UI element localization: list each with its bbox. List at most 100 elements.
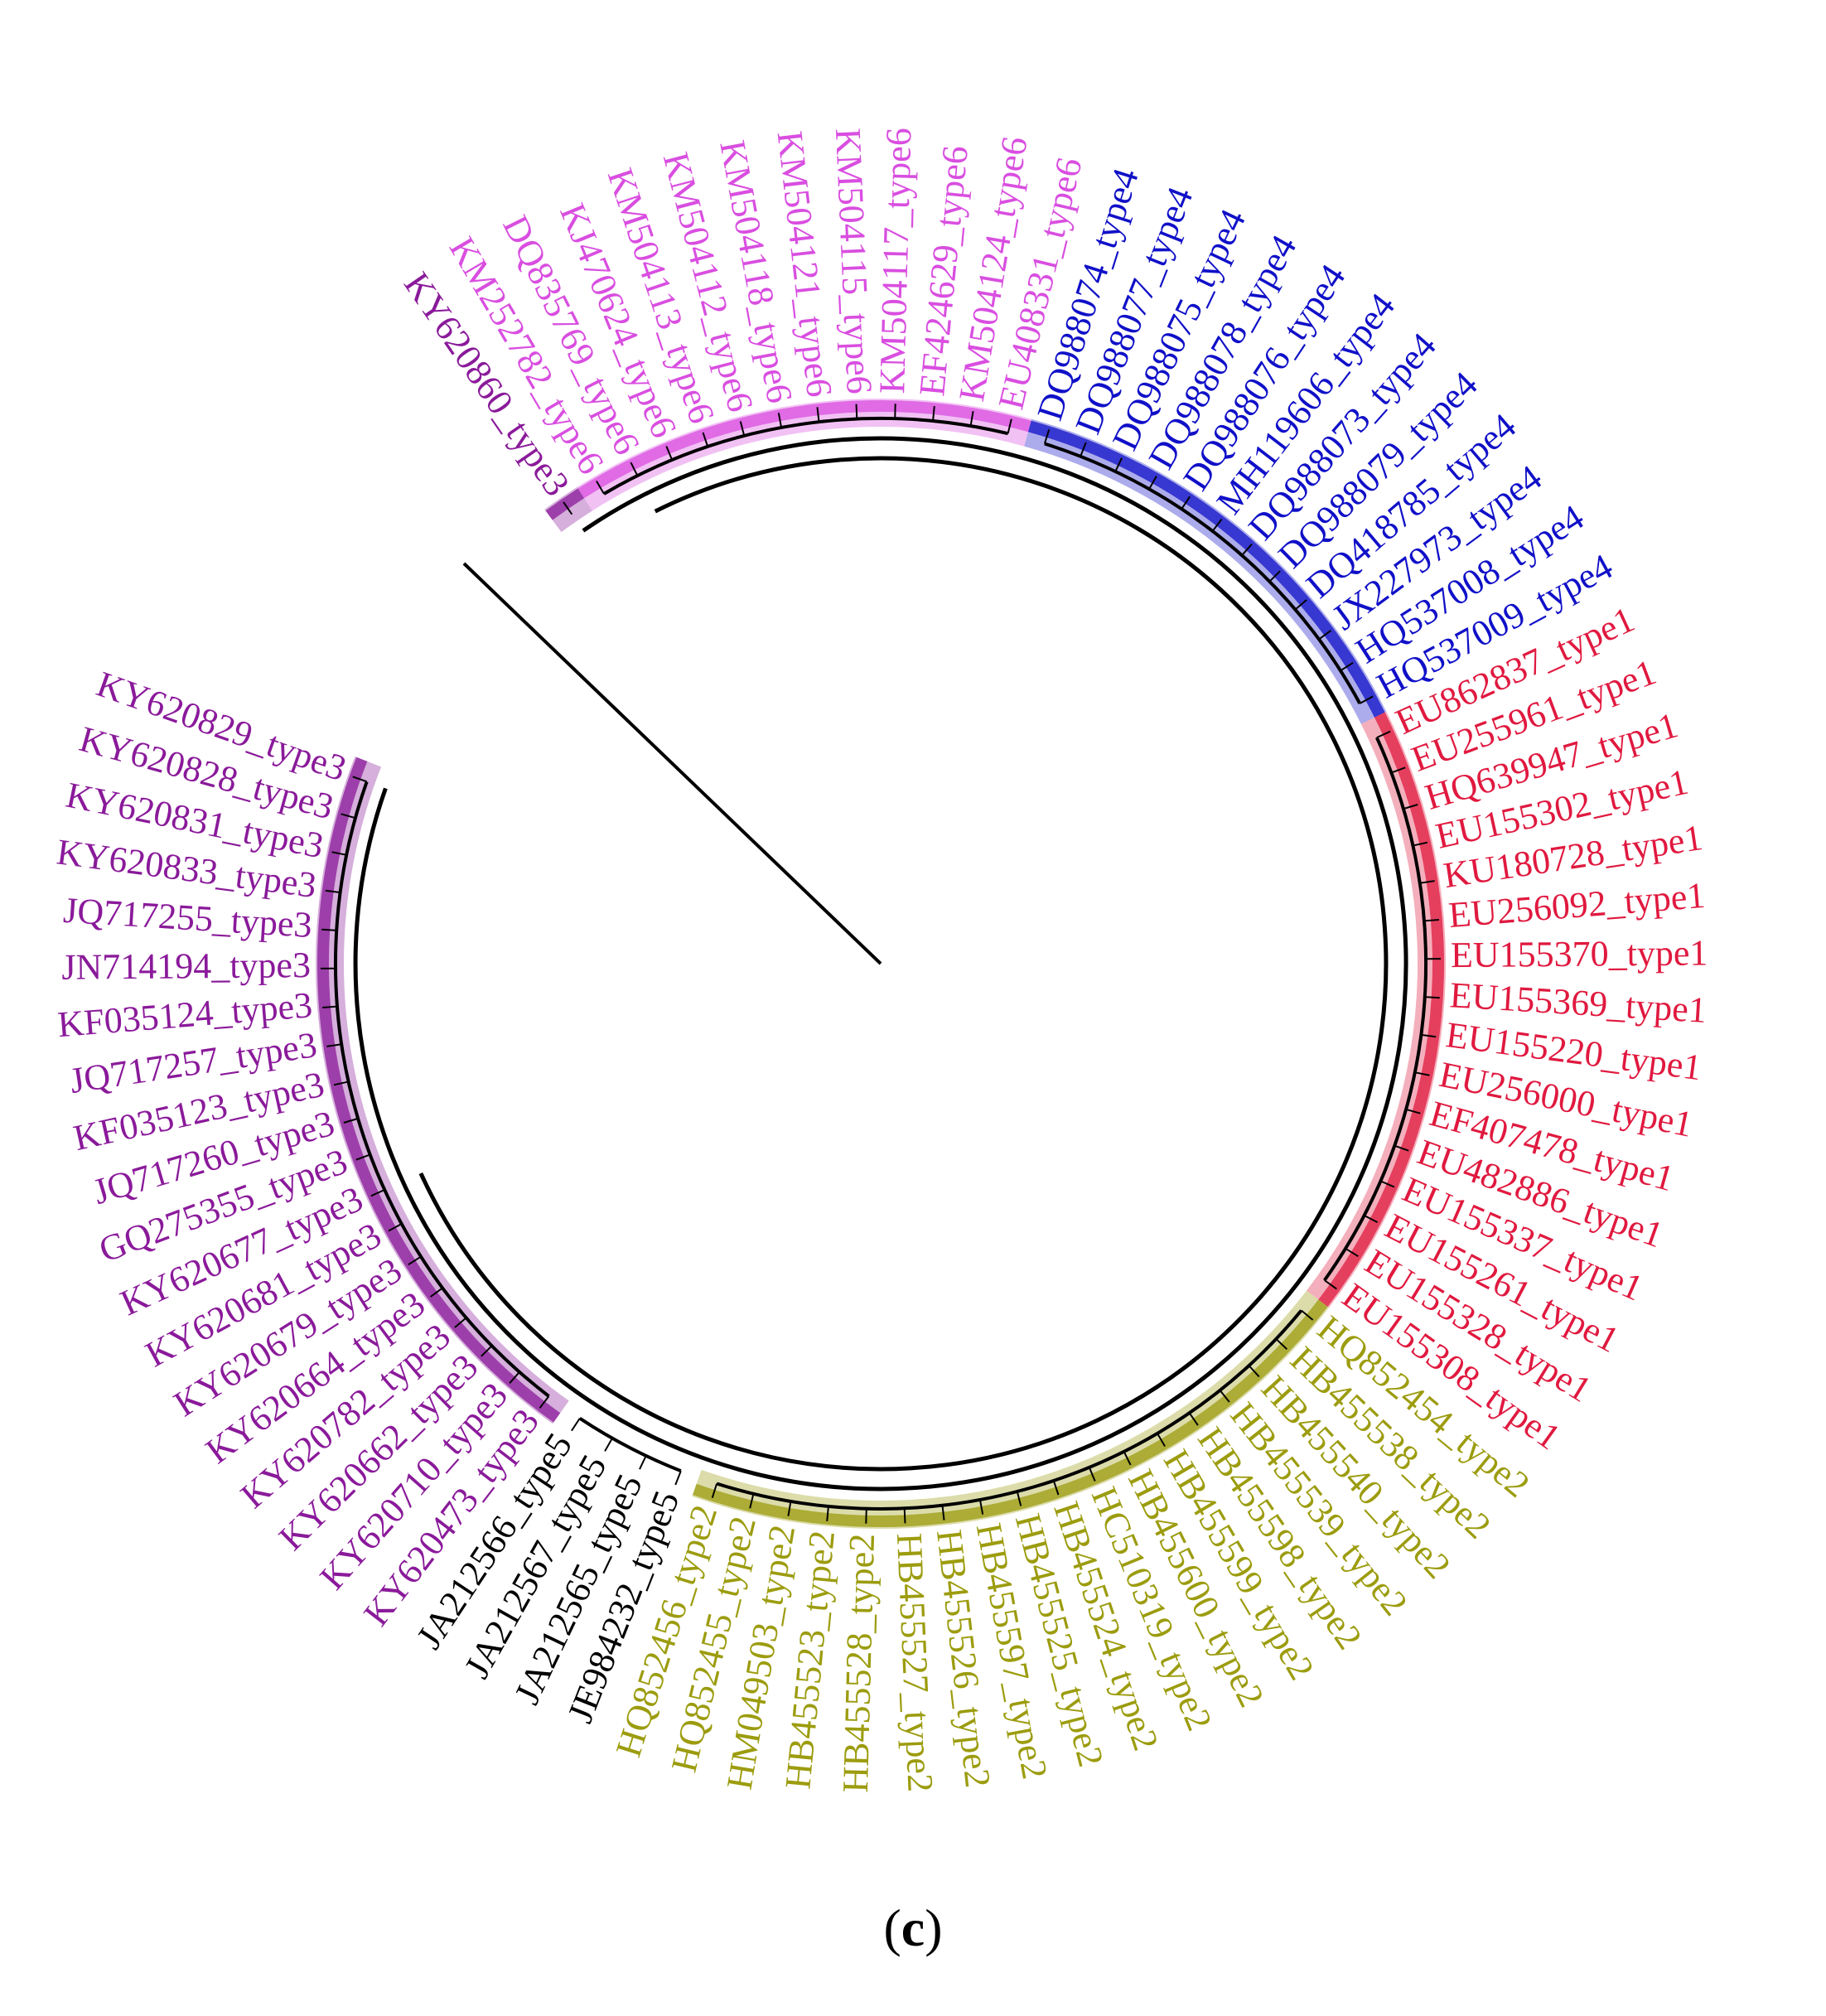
- tip-branch: [1423, 918, 1439, 922]
- tip-branch: [481, 1345, 493, 1357]
- clade-arc-type6: [602, 417, 1009, 496]
- clade-arc-type1: [1323, 737, 1427, 1282]
- tip-branch: [1088, 1467, 1096, 1482]
- tip-branch: [941, 1505, 945, 1520]
- panel-letter: c: [901, 1898, 925, 1957]
- tip-branch: [1324, 1279, 1337, 1290]
- root-branch: [462, 562, 882, 965]
- tip-branch: [509, 1371, 520, 1384]
- tip-branch: [454, 1317, 467, 1328]
- clade-arc-type2: [716, 1309, 1303, 1511]
- tip-branch: [1052, 1480, 1060, 1496]
- tip-branch: [1123, 1451, 1132, 1466]
- tip-branch: [711, 1483, 718, 1499]
- tip-branch: [1318, 630, 1332, 641]
- tip-branch: [1394, 1144, 1409, 1152]
- tip-branch: [1275, 1338, 1288, 1351]
- clade-highlight-band-type3: [317, 757, 561, 1423]
- tip-branch: [1301, 1309, 1314, 1321]
- tip-branch: [326, 1043, 342, 1047]
- tip-branch: [341, 813, 356, 819]
- tip-branch: [749, 1493, 755, 1509]
- tip-branch: [1043, 428, 1051, 444]
- tip-branch: [630, 462, 639, 476]
- tip-branch: [1148, 476, 1157, 490]
- panel-caption: (c): [883, 1898, 943, 1957]
- tip-branch: [352, 776, 368, 783]
- clade-highlight-band-type6: [577, 400, 1031, 499]
- tip-branch: [1211, 519, 1223, 532]
- tip-branch: [1268, 570, 1281, 583]
- tip-branch: [1405, 1108, 1421, 1114]
- leaf-label: HB455527_type2: [889, 1532, 941, 1793]
- tip-branch: [1421, 1033, 1437, 1038]
- tip-branch: [370, 1188, 385, 1197]
- tip-branch: [1157, 1433, 1166, 1447]
- tip-branch: [903, 1508, 906, 1524]
- tip-branch: [343, 1117, 359, 1124]
- tip-branch: [1359, 695, 1374, 704]
- tip-branch: [1376, 730, 1391, 739]
- tip-branch: [674, 1470, 682, 1486]
- tip-branch: [1340, 661, 1354, 672]
- tip-branch: [978, 1499, 984, 1515]
- tip-branch: [539, 1395, 550, 1409]
- tip-branch: [1403, 804, 1418, 810]
- tip-branch: [826, 1506, 829, 1521]
- tip-branch: [1114, 457, 1123, 472]
- tip-branch: [1241, 544, 1253, 556]
- leaf-label: KM504117_type6: [872, 128, 919, 394]
- tip-branch: [325, 889, 341, 894]
- tip-branch: [739, 421, 746, 437]
- tip-branch: [1390, 766, 1406, 774]
- tip-branch: [777, 413, 783, 428]
- tree-branches: [321, 404, 1441, 1524]
- leaf-label: EU155370_type1: [1451, 932, 1708, 975]
- tip-branch: [1007, 418, 1012, 434]
- tip-branch: [1345, 1247, 1359, 1258]
- tip-branch: [1413, 841, 1428, 847]
- clade-arc-type5: [578, 1417, 682, 1473]
- backbone-arc-inner: [418, 456, 1389, 1472]
- leaf-label: HB455528_type2: [835, 1533, 882, 1793]
- leaf-label: JN714194_type3: [61, 945, 311, 988]
- tip-branch: [333, 1081, 349, 1086]
- tip-branch: [1080, 442, 1087, 457]
- tip-branch: [563, 501, 573, 515]
- tip-branch: [571, 1418, 581, 1432]
- tip-branch: [604, 1438, 613, 1452]
- tip-branch: [1419, 880, 1435, 884]
- tip-branch: [1248, 1365, 1260, 1378]
- leaf-labels: KY620860_type3KM252782_type6DQ835769_typ…: [55, 128, 1708, 1794]
- tip-branch: [429, 1287, 443, 1298]
- tip-branch: [331, 851, 347, 856]
- tip-branch: [1181, 496, 1191, 510]
- clade-highlight-type1: [1307, 711, 1446, 1308]
- tip-branch: [408, 1255, 422, 1266]
- tip-branch: [322, 1005, 338, 1009]
- tip-branch: [932, 406, 935, 422]
- tip-branch: [1219, 1390, 1230, 1403]
- tip-branch: [1424, 996, 1440, 999]
- tip-branch: [816, 407, 820, 423]
- tip-branch: [1414, 1071, 1430, 1076]
- tip-branch: [321, 928, 337, 931]
- tip-branch: [355, 1153, 371, 1161]
- tip-branch: [1016, 1491, 1022, 1506]
- tip-branch: [787, 1501, 792, 1516]
- tip-branch: [702, 432, 709, 447]
- backbone-arc-outer: [353, 436, 1408, 1491]
- tip-branch: [665, 446, 674, 461]
- tip-branch: [1188, 1412, 1199, 1426]
- clade-highlight-type6: [577, 398, 1032, 511]
- clade-arc-type4: [1044, 442, 1362, 704]
- clade-highlight-band-type2: [693, 1299, 1328, 1527]
- tip-branch: [1294, 599, 1307, 611]
- tip-branch: [969, 411, 974, 427]
- tip-branch: [639, 1455, 647, 1470]
- clade-arc-type3: [334, 781, 550, 1398]
- tip-branch: [1364, 1214, 1379, 1224]
- tip-branch: [596, 481, 605, 495]
- tip-branch: [388, 1223, 403, 1232]
